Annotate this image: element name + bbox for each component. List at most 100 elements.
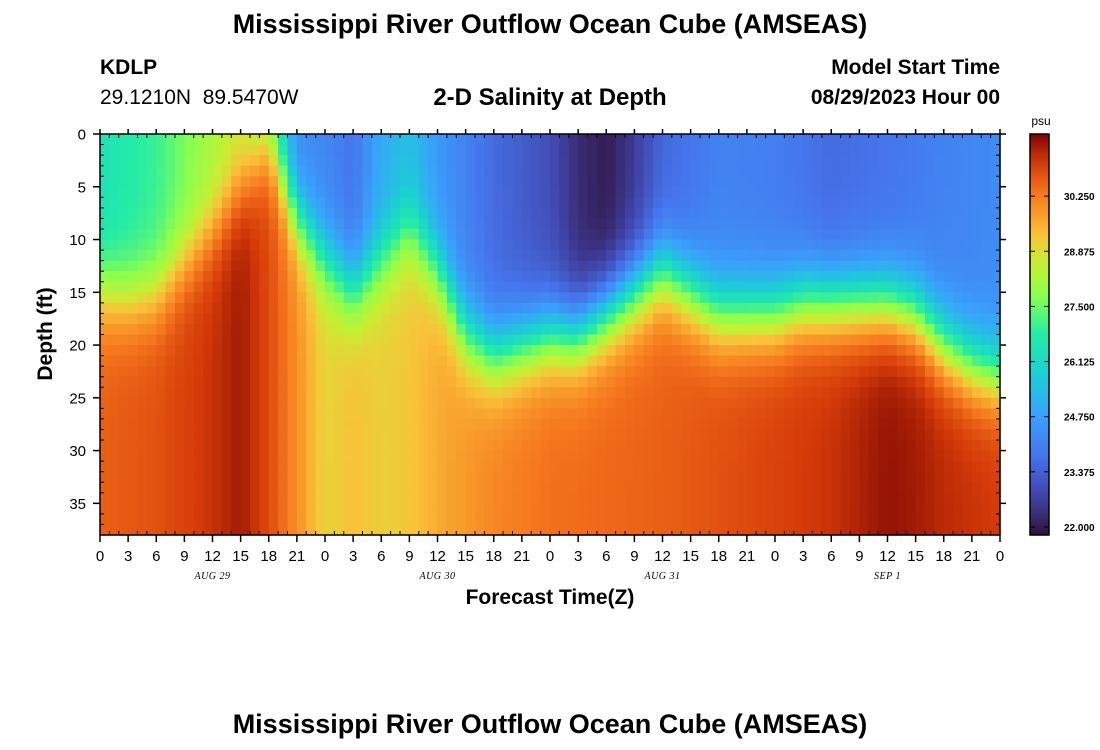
heatmap-cell xyxy=(953,345,964,357)
heatmap-cell xyxy=(193,376,204,388)
heatmap-cell xyxy=(775,366,785,378)
heatmap-cell xyxy=(446,197,457,209)
heatmap-cell xyxy=(343,408,354,420)
heatmap-cell xyxy=(456,345,467,357)
heatmap-cell xyxy=(868,313,879,325)
heatmap-cell xyxy=(503,503,514,515)
heatmap-cell xyxy=(221,281,232,293)
heatmap-cell xyxy=(100,408,110,420)
heatmap-cell xyxy=(250,482,260,494)
heatmap-cell xyxy=(559,482,570,494)
heatmap-cell xyxy=(775,418,785,431)
heatmap-cell xyxy=(390,313,401,325)
heatmap-cell xyxy=(240,207,251,220)
heatmap-cell xyxy=(446,503,457,515)
heatmap-cell xyxy=(287,155,298,167)
heatmap-cell xyxy=(859,239,870,251)
heatmap-cell xyxy=(653,144,664,156)
heatmap-cell xyxy=(625,376,635,388)
heatmap-cell xyxy=(746,376,757,388)
heatmap-cell xyxy=(653,302,664,314)
heatmap-cell xyxy=(203,281,214,293)
heatmap-cell xyxy=(615,376,626,388)
heatmap-cell xyxy=(615,197,626,209)
heatmap-cell xyxy=(756,260,767,272)
heatmap-cell xyxy=(165,144,176,156)
heatmap-cell xyxy=(775,503,785,515)
heatmap-cell xyxy=(671,302,682,314)
heatmap-cell xyxy=(268,408,279,420)
heatmap-cell xyxy=(793,387,804,399)
heatmap-cell xyxy=(737,260,748,272)
heatmap-cell xyxy=(146,334,157,346)
heatmap-cell xyxy=(221,471,232,483)
heatmap-cell xyxy=(606,165,617,177)
heatmap-cell xyxy=(850,334,860,346)
heatmap-cell xyxy=(756,250,767,262)
heatmap-cell xyxy=(540,334,551,346)
heatmap-cell xyxy=(662,134,673,146)
heatmap-cell xyxy=(990,323,1001,336)
heatmap-cell xyxy=(118,334,129,346)
heatmap-cell xyxy=(203,144,214,156)
heatmap-cell xyxy=(850,218,860,230)
heatmap-cell xyxy=(231,503,242,515)
heatmap-cell xyxy=(137,292,148,304)
heatmap-cell xyxy=(990,524,1001,536)
heatmap-cell xyxy=(550,281,560,293)
heatmap-cell xyxy=(296,134,307,146)
heatmap-cell xyxy=(671,376,682,388)
heatmap-cell xyxy=(371,165,382,177)
heatmap-cell xyxy=(971,376,982,388)
heatmap-cell xyxy=(334,461,345,473)
heatmap-cell xyxy=(840,292,851,304)
heatmap-cell xyxy=(981,482,992,494)
heatmap-cell xyxy=(240,281,251,293)
heatmap-cell xyxy=(250,440,260,452)
heatmap-cell xyxy=(690,376,701,388)
heatmap-cell xyxy=(681,197,692,209)
heatmap-cell xyxy=(831,260,842,272)
heatmap-cell xyxy=(250,492,260,504)
heatmap-cell xyxy=(475,281,485,293)
heatmap-cell xyxy=(784,323,795,336)
heatmap-cell xyxy=(521,492,532,504)
heatmap-cell xyxy=(906,134,917,146)
heatmap-cell xyxy=(212,503,223,515)
heatmap-cell xyxy=(493,366,504,378)
heatmap-cell xyxy=(746,313,757,325)
heatmap-cell xyxy=(390,134,401,146)
heatmap-cell xyxy=(906,176,917,188)
heatmap-cell xyxy=(371,513,382,526)
heatmap-cell xyxy=(278,345,289,357)
heatmap-cell xyxy=(146,471,157,483)
heatmap-cell xyxy=(428,323,439,336)
heatmap-cell xyxy=(531,186,542,198)
heatmap-cell xyxy=(671,513,682,526)
heatmap-cell xyxy=(353,408,364,420)
heatmap-cell xyxy=(109,313,120,325)
heatmap-cell xyxy=(231,345,242,357)
heatmap-cell xyxy=(325,366,335,378)
heatmap-cell xyxy=(456,387,467,399)
heatmap-cell xyxy=(512,418,523,431)
heatmap-cell xyxy=(971,292,982,304)
heatmap-cell xyxy=(175,524,185,536)
heatmap-cell xyxy=(362,165,373,177)
heatmap-cell xyxy=(521,260,532,272)
heatmap-cell xyxy=(803,440,814,452)
heatmap-cell xyxy=(550,492,560,504)
heatmap-cell xyxy=(803,155,814,167)
heatmap-cell xyxy=(128,503,139,515)
heatmap-cell xyxy=(793,281,804,293)
heatmap-cell xyxy=(606,228,617,241)
heatmap-cell xyxy=(268,313,279,325)
heatmap-cell xyxy=(465,513,476,526)
heatmap-cell xyxy=(971,197,982,209)
heatmap-cell xyxy=(306,366,317,378)
heatmap-cell xyxy=(465,471,476,483)
heatmap-cell xyxy=(887,281,898,293)
heatmap-cell xyxy=(803,418,814,431)
heatmap-cell xyxy=(100,429,110,441)
heatmap-cell xyxy=(887,397,898,409)
